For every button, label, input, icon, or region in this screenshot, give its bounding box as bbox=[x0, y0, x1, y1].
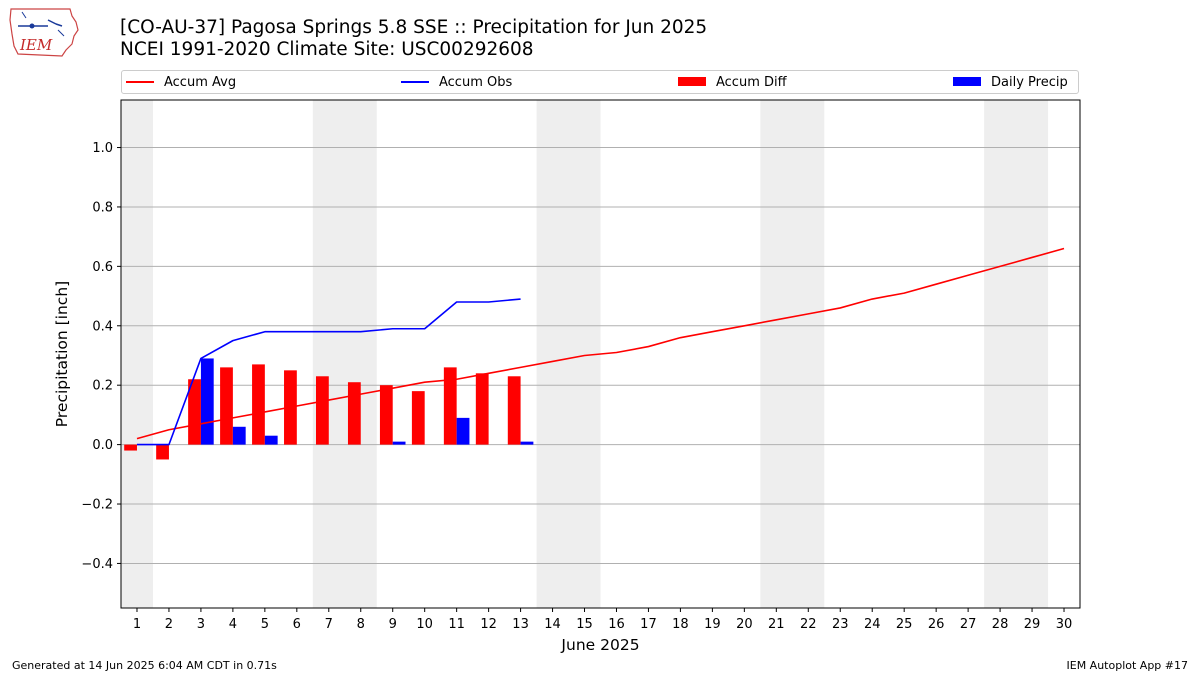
legend-swatch-daily-precip bbox=[953, 77, 981, 86]
accum-diff-bar-9 bbox=[379, 385, 393, 445]
y-tick-label-0: −0.4 bbox=[81, 557, 113, 572]
accum-diff-bar-11 bbox=[443, 367, 457, 445]
y-axis-label: Precipitation [inch] bbox=[53, 281, 71, 427]
x-tick-label-27: 27 bbox=[960, 617, 977, 632]
x-tick-label-10: 10 bbox=[416, 617, 433, 632]
accum-diff-bar-4 bbox=[220, 367, 233, 445]
y-tick-label-4: 0.4 bbox=[92, 319, 113, 334]
legend-label-daily-precip: Daily Precip bbox=[991, 75, 1068, 90]
y-tick-label-3: 0.2 bbox=[92, 379, 113, 394]
x-tick-label-6: 6 bbox=[293, 617, 301, 632]
x-tick-label-12: 12 bbox=[480, 617, 497, 632]
legend-swatch-accum-diff bbox=[678, 77, 706, 86]
daily-precip-bar-9 bbox=[392, 441, 406, 445]
accum-diff-bar-12 bbox=[475, 373, 489, 445]
x-tick-label-26: 26 bbox=[928, 617, 945, 632]
iowa-outline bbox=[9, 8, 79, 57]
legend-item-accum-obs: Accum Obs bbox=[401, 74, 512, 92]
plot-frame bbox=[120, 99, 1081, 609]
legend-item-daily-precip: Daily Precip bbox=[953, 74, 1068, 92]
x-tick-label-3: 3 bbox=[197, 617, 205, 632]
weekend-shade-0 bbox=[121, 100, 153, 608]
x-tick-label-1: 1 bbox=[133, 617, 141, 632]
x-tick-label-4: 4 bbox=[229, 617, 237, 632]
x-axis-label: June 2025 bbox=[560, 636, 639, 654]
weekend-shade-1 bbox=[312, 100, 377, 608]
footer-app: IEM Autoplot App #17 bbox=[1066, 659, 1189, 672]
x-tick-label-22: 22 bbox=[800, 617, 817, 632]
x-tick-label-11: 11 bbox=[448, 617, 465, 632]
y-tick-label-7: 1.0 bbox=[92, 141, 113, 156]
x-tick-label-7: 7 bbox=[325, 617, 333, 632]
y-tick-label-6: 0.8 bbox=[92, 200, 113, 215]
legend: Accum Avg Accum Obs Accum Diff Daily Pre… bbox=[121, 70, 1079, 94]
iem-logo: IEM bbox=[9, 8, 79, 57]
x-tick-label-14: 14 bbox=[544, 617, 561, 632]
x-tick-label-23: 23 bbox=[832, 617, 849, 632]
accum-obs-line bbox=[136, 298, 521, 446]
legend-swatch-accum-avg bbox=[126, 80, 154, 83]
x-tick-label-17: 17 bbox=[640, 617, 657, 632]
legend-label-accum-obs: Accum Obs bbox=[439, 75, 513, 90]
accum-diff-bar-3 bbox=[188, 379, 201, 445]
legend-item-accum-avg: Accum Avg bbox=[126, 74, 236, 92]
accum-diff-bar-7 bbox=[315, 376, 329, 445]
title-line-1: [CO-AU-37] Pagosa Springs 5.8 SSE :: Pre… bbox=[120, 17, 708, 38]
weekend-shade-3 bbox=[760, 100, 825, 608]
daily-precip-bar-11 bbox=[456, 417, 470, 445]
legend-label-accum-avg: Accum Avg bbox=[164, 75, 237, 90]
accum-diff-bar-8 bbox=[347, 382, 361, 445]
accum-diff-bar-13 bbox=[507, 376, 521, 445]
accum-diff-bar-2 bbox=[156, 444, 169, 460]
legend-swatch-accum-obs bbox=[401, 80, 429, 83]
daily-precip-bar-3 bbox=[200, 358, 214, 445]
x-tick-label-29: 29 bbox=[1024, 617, 1041, 632]
x-tick-label-13: 13 bbox=[512, 617, 529, 632]
accum-avg-line bbox=[136, 247, 1065, 440]
logo-text: IEM bbox=[19, 36, 53, 54]
legend-item-accum-diff: Accum Diff bbox=[678, 74, 787, 92]
accum-diff-bar-1 bbox=[124, 444, 137, 451]
x-tick-label-9: 9 bbox=[389, 617, 397, 632]
accum-diff-bar-10 bbox=[411, 391, 425, 445]
accum-diff-bar-5 bbox=[252, 364, 265, 445]
x-tick-label-24: 24 bbox=[864, 617, 881, 632]
x-tick-label-25: 25 bbox=[896, 617, 913, 632]
daily-precip-bar-4 bbox=[232, 426, 246, 445]
weekend-shade-2 bbox=[536, 100, 601, 608]
x-tick-label-2: 2 bbox=[165, 617, 173, 632]
x-tick-label-18: 18 bbox=[672, 617, 689, 632]
x-tick-label-20: 20 bbox=[736, 617, 753, 632]
x-tick-label-28: 28 bbox=[992, 617, 1009, 632]
x-tick-label-15: 15 bbox=[576, 617, 593, 632]
y-tick-label-1: −0.2 bbox=[81, 498, 113, 513]
x-tick-label-19: 19 bbox=[704, 617, 721, 632]
title-line-2: NCEI 1991-2020 Climate Site: USC00292608 bbox=[120, 39, 534, 60]
x-tick-label-21: 21 bbox=[768, 617, 785, 632]
x-tick-label-16: 16 bbox=[608, 617, 625, 632]
y-tick-label-5: 0.6 bbox=[92, 260, 113, 275]
weekend-shade-4 bbox=[984, 100, 1049, 608]
chart-title: [CO-AU-37] Pagosa Springs 5.8 SSE :: Pre… bbox=[120, 17, 707, 61]
x-tick-label-30: 30 bbox=[1056, 617, 1073, 632]
x-tick-label-5: 5 bbox=[261, 617, 269, 632]
y-tick-label-2: 0.0 bbox=[92, 438, 113, 453]
daily-precip-bar-5 bbox=[264, 435, 278, 445]
footer-generated: Generated at 14 Jun 2025 6:04 AM CDT in … bbox=[12, 659, 277, 672]
daily-precip-bar-13 bbox=[520, 441, 534, 445]
legend-label-accum-diff: Accum Diff bbox=[716, 75, 787, 90]
x-tick-label-8: 8 bbox=[357, 617, 365, 632]
